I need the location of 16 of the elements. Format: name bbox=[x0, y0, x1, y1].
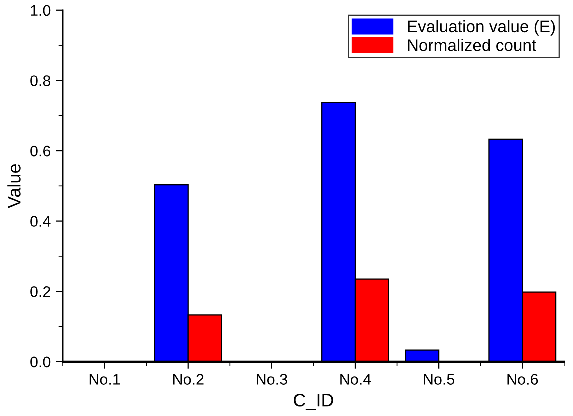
y-tick-label: 0.0 bbox=[30, 356, 51, 368]
y-tick-label: 0.2 bbox=[30, 286, 50, 298]
x-tick-label: No.3 bbox=[257, 374, 288, 385]
y-axis-title: Value bbox=[8, 164, 21, 209]
y-tick-label: 0.6 bbox=[30, 146, 51, 157]
x-tick-label: No.5 bbox=[424, 374, 455, 385]
y-tick-label: 0.8 bbox=[30, 76, 51, 86]
y-tick-label: 1.0 bbox=[31, 5, 51, 16]
y-tick-label: 0.4 bbox=[30, 216, 51, 227]
x-tick-label: No.6 bbox=[508, 374, 538, 385]
x-tick-label: No.4 bbox=[340, 374, 372, 385]
x-axis-title: C_ID bbox=[294, 394, 334, 410]
x-tick-label: No.1 bbox=[90, 374, 120, 385]
legend-label: Normalized count bbox=[408, 39, 536, 52]
x-tick-label: No.2 bbox=[173, 374, 204, 385]
legend-label: Evaluation value (E) bbox=[408, 20, 556, 36]
